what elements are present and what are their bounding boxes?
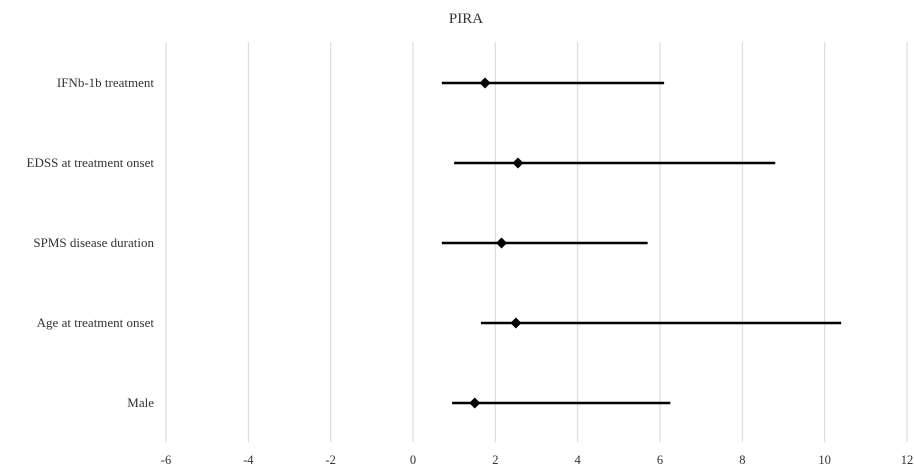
category-label: Male xyxy=(127,395,154,410)
x-tick-label: 6 xyxy=(657,453,663,467)
category-labels: IFNb-1b treatment EDSS at treatment onset… xyxy=(27,75,155,410)
x-tick-label: 0 xyxy=(410,453,416,467)
estimate-marker xyxy=(512,157,524,169)
category-label: IFNb-1b treatment xyxy=(57,75,155,90)
category-label: Age at treatment onset xyxy=(37,315,155,330)
estimate-marker xyxy=(469,397,481,409)
estimate-marker xyxy=(496,237,508,249)
x-tick-label: 4 xyxy=(575,453,582,467)
estimate-marker xyxy=(510,317,522,329)
x-tick-label: 10 xyxy=(818,453,831,467)
x-tick-labels: -6 -4 -2 0 2 4 6 8 10 12 xyxy=(161,453,913,467)
estimates-series xyxy=(441,77,842,409)
category-label: EDSS at treatment onset xyxy=(27,155,155,170)
chart-title: PIRA xyxy=(449,11,483,27)
x-tick-label: -4 xyxy=(243,453,254,467)
x-tick-label: 2 xyxy=(492,453,498,467)
estimate-marker xyxy=(479,77,491,89)
category-label: SPMS disease duration xyxy=(33,235,154,250)
x-tick-label: 12 xyxy=(901,453,914,467)
x-tick-label: -6 xyxy=(161,453,171,467)
x-tick-label: -2 xyxy=(325,453,335,467)
x-tick-label: 8 xyxy=(739,453,745,467)
